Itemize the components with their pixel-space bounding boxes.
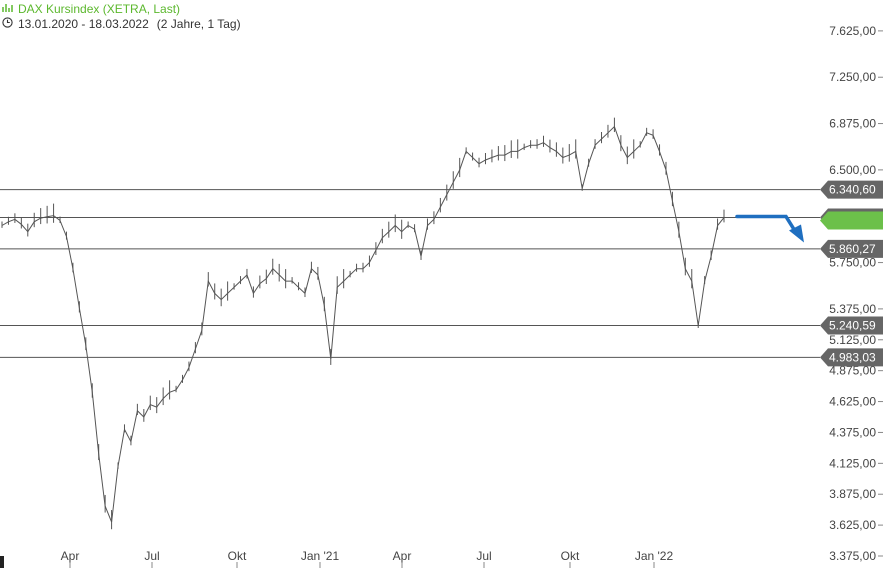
x-tick-label: Jul <box>476 549 491 563</box>
y-tick-label: 3.875,00 <box>829 487 876 501</box>
level-badge <box>820 180 883 199</box>
y-tick-label: 4.625,00 <box>829 395 876 409</box>
y-tick-label: 4.125,00 <box>829 456 876 470</box>
scroll-marker <box>0 556 4 568</box>
y-tick-label: 6.500,00 <box>829 163 876 177</box>
y-tick-label: 7.250,00 <box>829 70 876 84</box>
price-line <box>1 125 725 523</box>
x-tick-label: Jan '22 <box>635 549 674 563</box>
bar-chart-icon <box>2 2 14 17</box>
x-tick-label: Okt <box>561 549 580 563</box>
level-label: 6.340,60 <box>829 183 876 197</box>
level-label: 5.240,59 <box>829 318 876 332</box>
x-tick-label: Apr <box>61 549 80 563</box>
y-tick-label: 7.625,00 <box>829 24 876 38</box>
level-badge <box>820 348 883 367</box>
x-tick-label: Apr <box>393 549 412 563</box>
y-tick-label: 3.375,00 <box>829 549 876 563</box>
y-tick-label: 3.625,00 <box>829 518 876 532</box>
period-label: (2 Jahre, 1 Tag) <box>156 17 241 31</box>
x-tick-label: Okt <box>228 549 247 563</box>
date-row: 13.01.2020 - 18.03.2022 (2 Jahre, 1 Tag) <box>2 17 241 32</box>
clock-icon <box>2 17 14 32</box>
forecast-arrow-head <box>789 224 804 243</box>
chart-header: DAX Kursindex (XETRA, Last) 13.01.2020 -… <box>2 2 241 32</box>
date-range: 13.01.2020 - 18.03.2022 <box>18 17 149 31</box>
y-tick-label: 6.875,00 <box>829 117 876 131</box>
level-label: 4.983,03 <box>829 350 876 364</box>
y-tick-label: 5.375,00 <box>829 302 876 316</box>
x-tick-label: Jan '21 <box>301 549 340 563</box>
x-tick-label: Jul <box>144 549 159 563</box>
current-price-badge <box>820 211 883 230</box>
title-row: DAX Kursindex (XETRA, Last) <box>2 2 241 17</box>
y-tick-label: 5.125,00 <box>829 333 876 347</box>
chart-title: DAX Kursindex (XETRA, Last) <box>18 2 181 16</box>
y-tick-label: 4.875,00 <box>829 364 876 378</box>
level-label: 5.860,27 <box>829 242 876 256</box>
y-tick-label: 5.750,00 <box>829 256 876 270</box>
level-badge <box>820 316 883 335</box>
level-badge <box>820 239 883 258</box>
forecast-arrow <box>735 214 798 235</box>
y-tick-label: 4.375,00 <box>829 425 876 439</box>
